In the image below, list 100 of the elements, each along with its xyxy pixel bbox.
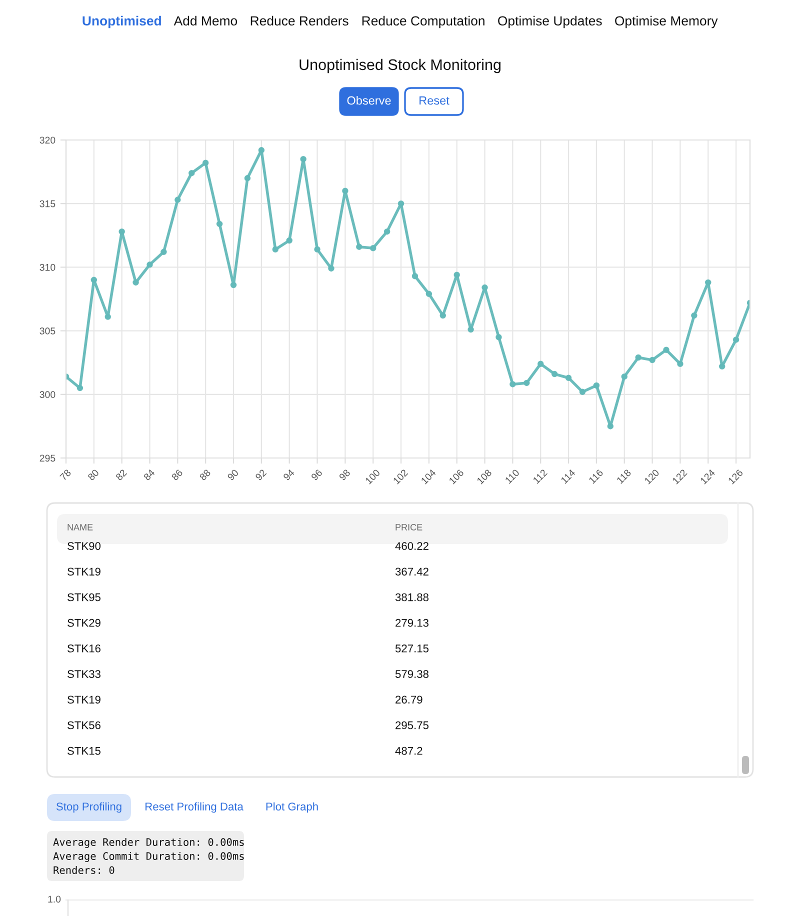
- chart-title: Unoptimised Stock Monitoring: [300, 58, 500, 74]
- text: Observe: [347, 96, 391, 105]
- text: Average Commit Duration: 0.00ms: [53, 852, 244, 862]
- y-tick-label: 320: [40, 136, 56, 144]
- text: Reset Profiling Data: [146, 802, 244, 813]
- x-tick-label: 120: [644, 468, 660, 484]
- point: [314, 246, 320, 253]
- point: [104, 314, 112, 320]
- point: [635, 354, 642, 361]
- point: [272, 246, 279, 253]
- y-tick-label: 295: [40, 454, 56, 462]
- text: Average Render Duration: 0.00ms: [53, 838, 244, 848]
- text: STK19: [68, 696, 100, 704]
- point: [370, 244, 376, 252]
- x-tick-label: 110: [504, 468, 520, 484]
- text: Reduce Renders: [250, 16, 348, 26]
- x-tick-label: 102: [392, 468, 408, 484]
- text: 26.79: [396, 696, 422, 704]
- text: Renders: 0: [54, 866, 114, 874]
- point: [732, 336, 740, 343]
- point: [718, 363, 726, 370]
- text: STK16: [68, 644, 100, 652]
- text: STK56: [68, 721, 100, 730]
- text: 367.42: [395, 568, 428, 576]
- x-tick-label: 80: [87, 468, 100, 481]
- point: [593, 382, 600, 389]
- point: [384, 228, 390, 235]
- text: PRICE: [396, 524, 422, 530]
- x-tick-label: 90: [226, 468, 239, 481]
- y-tick-label: 305: [40, 328, 56, 334]
- y-tick-label: 310: [40, 264, 56, 271]
- point: [579, 388, 586, 395]
- point: [118, 228, 125, 235]
- text: 295.75: [396, 721, 429, 730]
- text: 1.0: [48, 896, 61, 903]
- text: STK90: [68, 542, 101, 550]
- x-tick-label: 116: [588, 468, 604, 484]
- point: [649, 356, 656, 364]
- point: [468, 326, 474, 333]
- text: Stop Profiling: [56, 802, 122, 813]
- x-tick-label: 118: [616, 468, 632, 484]
- text: 527.15: [395, 644, 429, 652]
- text: STK29: [68, 618, 100, 627]
- point: [188, 170, 195, 176]
- x-tick-label: 108: [476, 468, 492, 484]
- text: NAME: [68, 524, 93, 530]
- point: [426, 290, 432, 298]
- point: [286, 237, 292, 244]
- text: STK15: [68, 746, 100, 755]
- point: [342, 188, 348, 194]
- x-tick-label: 86: [171, 468, 184, 481]
- point: [551, 370, 558, 378]
- y-tick-label: 300: [40, 391, 56, 398]
- text: STK33: [68, 670, 100, 678]
- point: [496, 334, 502, 340]
- x-tick-label: 124: [700, 468, 716, 484]
- point: [146, 262, 153, 268]
- point: [216, 220, 223, 228]
- text: 279.13: [396, 618, 428, 627]
- x-tick-label: 126: [728, 468, 744, 484]
- point: [607, 423, 614, 430]
- x-tick-label: 96: [310, 468, 323, 481]
- point: [160, 248, 167, 256]
- x-tick-label: 92: [254, 468, 267, 481]
- point: [90, 276, 98, 284]
- text: 381.88: [395, 593, 428, 602]
- text: STK95: [68, 593, 100, 602]
- y-tick-label: 315: [40, 200, 56, 208]
- point: [230, 282, 237, 288]
- text: Reset: [420, 96, 450, 105]
- text: 487.2: [395, 746, 422, 755]
- x-tick-label: 94: [282, 468, 295, 481]
- point: [677, 360, 684, 367]
- x-tick-label: 104: [420, 468, 436, 484]
- text: Reduce Computation: [362, 16, 484, 28]
- x-tick-label: 106: [448, 468, 464, 484]
- point: [440, 312, 446, 319]
- point: [621, 373, 628, 380]
- text: STK19: [68, 568, 100, 576]
- point: [76, 384, 84, 392]
- point: [524, 380, 530, 386]
- point: [510, 381, 516, 388]
- text: 579.38: [395, 670, 428, 678]
- text: Plot Graph: [266, 802, 318, 813]
- point: [356, 244, 362, 250]
- x-tick-label: 122: [672, 468, 688, 484]
- x-tick-label: 88: [199, 468, 211, 481]
- point: [704, 279, 712, 286]
- point: [482, 284, 488, 291]
- point: [398, 200, 404, 207]
- x-tick-label: 114: [560, 468, 576, 484]
- point: [412, 272, 418, 280]
- point: [565, 374, 572, 381]
- x-tick-label: 112: [532, 468, 548, 484]
- point: [244, 175, 251, 182]
- point: [258, 147, 265, 154]
- text: Optimise Memory: [615, 16, 718, 28]
- point: [174, 196, 181, 203]
- point: [328, 265, 334, 272]
- x-tick-label: 84: [143, 468, 156, 481]
